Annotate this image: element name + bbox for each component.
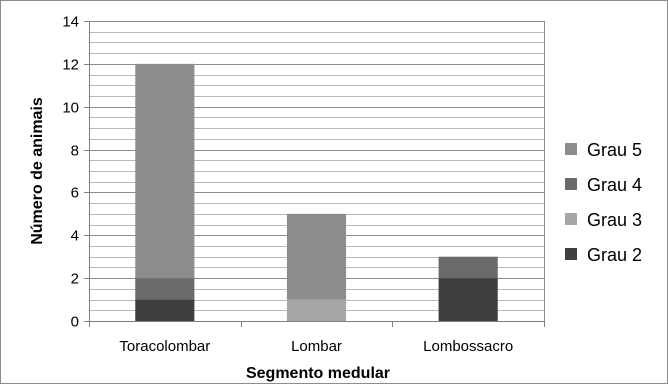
bar-segment: [438, 278, 498, 321]
x-tick-label: Lombossacro: [423, 338, 513, 355]
x-tick-label: Lombar: [291, 338, 342, 355]
legend-swatch: [565, 213, 577, 225]
legend-label: Grau 3: [587, 210, 642, 230]
legend-swatch: [565, 143, 577, 155]
bar-segment: [438, 256, 498, 279]
y-tick-label: 0: [71, 314, 79, 331]
bar-segment: [135, 63, 195, 279]
bar-segment: [135, 299, 195, 321]
bar-segment: [286, 299, 347, 321]
x-axis-title: Segmento medular: [246, 365, 390, 382]
y-tick-label: 14: [62, 14, 79, 31]
bar-segment: [286, 213, 347, 300]
legend-swatch: [565, 248, 577, 260]
y-tick-label: 12: [62, 57, 79, 74]
tick-labels: Toracolombar Lombar Lombossacro 0 2 4 6 8 10 12 14: [62, 14, 513, 356]
legend-label: Grau 4: [587, 175, 642, 195]
x-tick-label: Toracolombar: [119, 338, 210, 355]
y-tick-label: 8: [71, 143, 79, 160]
legend-label: Grau 2: [587, 245, 642, 265]
y-tick-label: 4: [71, 228, 79, 245]
y-tick-label: 6: [71, 185, 79, 202]
legend-label: Grau 5: [587, 140, 642, 160]
y-tick-label: 10: [62, 100, 79, 117]
y-tick-label: 2: [71, 271, 79, 288]
bar-segment: [135, 278, 195, 300]
bars: [135, 63, 498, 321]
legend-swatch: [565, 178, 577, 190]
axes: [84, 21, 545, 327]
y-axis-title: Número de animais: [29, 97, 46, 245]
legend: Grau 5 Grau 4 Grau 3 Grau 2: [565, 140, 642, 265]
